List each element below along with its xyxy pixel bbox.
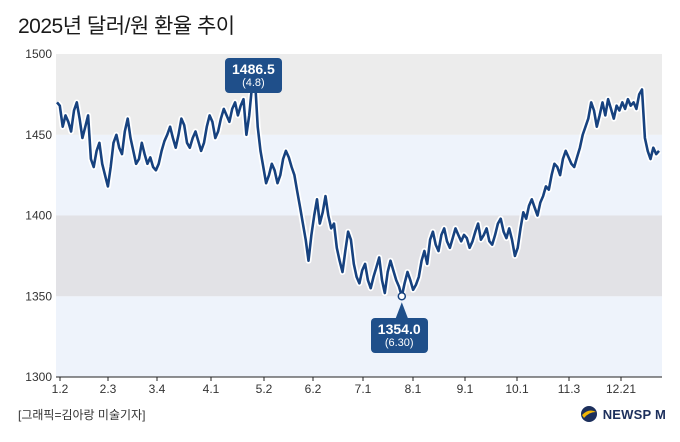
y-axis: 1300 1350 1400 1450 1500 (25, 47, 52, 384)
x-tick-label: 10.1 (505, 382, 529, 396)
x-tick-label: 7.1 (355, 382, 372, 396)
y-tick-label: 1300 (25, 370, 52, 384)
x-axis: 1.2 2.3 3.4 4.1 5.2 6.2 7.1 8.1 9.1 10.1 11.3 12.21 (52, 377, 636, 396)
publisher-logo: NEWSP M (580, 405, 666, 423)
x-tick-label: 5.2 (256, 382, 273, 396)
logo-text: NEWSP M (602, 406, 666, 422)
annotation-low-date: (6.30) (384, 337, 414, 349)
low-point-marker (397, 292, 407, 301)
x-tick-label: 12.21 (606, 382, 636, 396)
series-line (56, 74, 660, 298)
x-tick-label: 2.3 (100, 382, 117, 396)
x-tick-label: 11.3 (558, 382, 581, 396)
band-3 (56, 54, 662, 135)
x-tick-label: 8.1 (405, 382, 422, 396)
background-bands (56, 54, 662, 378)
x-tick-label: 3.4 (149, 382, 166, 396)
band-0 (56, 296, 662, 377)
y-tick-label: 1500 (25, 47, 52, 61)
newspim-globe-icon (580, 406, 597, 422)
chart-title: 2025년 달러/원 환율 추이 (18, 15, 235, 38)
y-tick-label: 1400 (25, 209, 52, 223)
graphic-credit: [그래픽=김아랑 미술기자] (18, 408, 146, 422)
x-tick-label: 6.2 (305, 382, 322, 396)
band-2 (56, 134, 662, 216)
annotation-high-date: (4.8) (242, 77, 265, 89)
x-tick-label: 1.2 (52, 382, 69, 396)
y-tick-label: 1450 (25, 128, 52, 142)
annotation-high-value: 1486.5 (232, 61, 275, 77)
x-tick-label: 4.1 (203, 382, 220, 396)
annotation-low-pointer (395, 302, 408, 318)
annotation-low: 1354.0 (6.30) (370, 318, 428, 353)
y-tick-label: 1350 (25, 289, 52, 303)
x-tick-label: 9.1 (457, 382, 474, 396)
annotation-high: 1486.5 (4.8) (225, 58, 282, 93)
series-layer (54, 72, 662, 300)
annotation-low-value: 1354.0 (377, 321, 421, 337)
